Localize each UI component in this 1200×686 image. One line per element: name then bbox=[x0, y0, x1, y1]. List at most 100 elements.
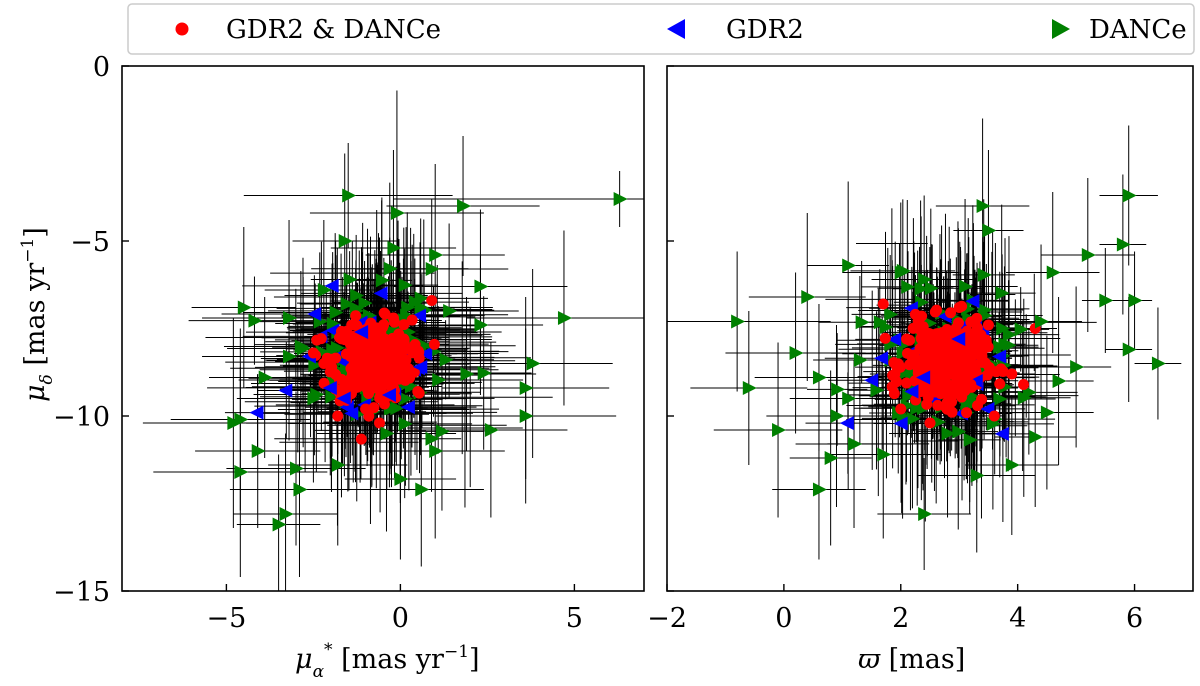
left-dance-point bbox=[325, 389, 340, 404]
left-xlabel: μα* [mas yr−1] bbox=[295, 640, 480, 682]
right-gdr2-dance-point bbox=[901, 333, 913, 345]
left-gdr2-dance-point bbox=[374, 392, 386, 404]
right-gdr2-dance-point bbox=[965, 379, 977, 390]
right-dance-point bbox=[853, 353, 868, 367]
right-dance-point bbox=[830, 409, 845, 423]
right-dance-point bbox=[870, 383, 885, 398]
right-dance-point bbox=[1014, 322, 1029, 337]
left-gdr2-point bbox=[322, 381, 337, 395]
right-xtick-label: 2 bbox=[892, 603, 909, 634]
right-gdr2-dance-point bbox=[879, 332, 891, 344]
right-dance-point bbox=[993, 392, 1008, 407]
left-gdr2-dance-point bbox=[393, 373, 405, 385]
left-dance-point bbox=[519, 381, 534, 395]
right-gdr2-dance-point bbox=[972, 400, 984, 412]
right-gdr2-dance-point bbox=[889, 368, 901, 380]
right-gdr2-dance-point bbox=[988, 410, 1000, 422]
right-gdr2-dance-point bbox=[1006, 368, 1018, 380]
left-dance-point bbox=[283, 349, 298, 364]
left-ylabel-text: μδ [mas yr−1] bbox=[18, 227, 57, 402]
right-dance-point bbox=[902, 388, 917, 403]
left-gdr2-point bbox=[344, 406, 359, 421]
right-dance-point bbox=[742, 381, 757, 395]
left-dance-point bbox=[399, 391, 414, 406]
left-gdr2-dance-point bbox=[378, 319, 390, 331]
right-dance-point bbox=[1046, 265, 1061, 280]
legend-label-gdr2: GDR2 bbox=[726, 15, 804, 45]
left-dance-point bbox=[414, 291, 429, 306]
left-gdr2-dance-point bbox=[355, 433, 367, 445]
left-dance-point bbox=[258, 370, 273, 385]
right-gdr2-dance-point bbox=[945, 307, 957, 319]
right-gdr2-dance-point bbox=[950, 322, 962, 334]
left-ylabel: μδ [mas yr−1] bbox=[18, 227, 57, 402]
left-gdr2-dance-point bbox=[412, 386, 424, 397]
right-dance-point bbox=[924, 281, 939, 296]
left-dance-point bbox=[383, 261, 398, 276]
right-xtick-label: 6 bbox=[1126, 603, 1143, 634]
left-gdr2-dance-point bbox=[318, 358, 330, 369]
left-gdr2-dance-point bbox=[346, 319, 358, 331]
right-points bbox=[731, 188, 1166, 521]
right-gdr2-dance-point bbox=[877, 298, 889, 310]
right-dance-point bbox=[977, 267, 992, 282]
right-dance-point bbox=[959, 279, 974, 294]
left-dance-point bbox=[317, 283, 332, 297]
left-dance-point bbox=[350, 288, 365, 303]
left-dance-point bbox=[234, 412, 249, 427]
right-gdr2-dance-point bbox=[919, 356, 931, 368]
right-dance-point bbox=[1035, 314, 1050, 329]
right-dance-point bbox=[1099, 293, 1114, 308]
right-dance-point bbox=[918, 272, 933, 287]
right-gdr2-point bbox=[916, 370, 931, 385]
left-gdr2-dance-point bbox=[368, 328, 380, 340]
left-dance-point bbox=[439, 352, 454, 367]
left-dance-point bbox=[330, 340, 345, 355]
right-gdr2-point bbox=[965, 294, 980, 309]
left-gdr2-dance-point bbox=[350, 353, 362, 365]
left-gdr2-point bbox=[418, 346, 433, 361]
right-dance-point bbox=[789, 346, 804, 360]
left-gdr2-point bbox=[412, 308, 427, 323]
right-gdr2-dance-point bbox=[960, 407, 972, 419]
left-xtick-label: 5 bbox=[566, 603, 583, 634]
right-dance-point bbox=[1122, 342, 1137, 357]
right-dance-point bbox=[1002, 327, 1017, 342]
right-gdr2-point bbox=[951, 332, 966, 346]
right-dance-point bbox=[906, 411, 921, 426]
left-gdr2-point bbox=[336, 391, 351, 406]
left-gdr2-dance-point bbox=[428, 338, 440, 350]
right-dance-point bbox=[995, 286, 1010, 301]
left-dance-point bbox=[401, 300, 416, 315]
right-dance-point bbox=[1029, 430, 1044, 444]
legend-marker-gdr2-dance bbox=[175, 22, 189, 36]
left-gdr2-point bbox=[278, 383, 293, 398]
left-gdr2-dance-point bbox=[387, 332, 399, 344]
left-dance-point bbox=[251, 444, 266, 458]
right-axes-frame bbox=[666, 65, 1194, 592]
right-gdr2-dance-point bbox=[914, 343, 926, 355]
left-gdr2-dance-point bbox=[353, 340, 365, 352]
left-dance-point bbox=[457, 199, 472, 213]
left-gdr2-point bbox=[381, 388, 396, 402]
left-dance-point bbox=[435, 424, 450, 439]
left-ytick-label: −5 bbox=[70, 227, 110, 258]
right-gdr2-dance-point bbox=[981, 369, 993, 381]
left-dance-point bbox=[331, 458, 346, 472]
right-gdr2-point bbox=[874, 351, 889, 366]
left-gdr2-dance-point bbox=[426, 295, 438, 306]
left-gdr2-dance-point bbox=[350, 363, 362, 375]
right-gdr2-dance-point bbox=[990, 366, 1002, 378]
left-dance-point bbox=[296, 341, 311, 356]
left-dance-point bbox=[358, 296, 373, 311]
right-dance-point bbox=[978, 302, 993, 317]
right-xtick-label: 0 bbox=[775, 603, 792, 634]
right-dance-point bbox=[963, 432, 978, 447]
left-dance-point bbox=[343, 272, 358, 287]
right-xlabel: ϖ [mas] bbox=[858, 644, 965, 675]
right-gdr2-dance-point bbox=[915, 332, 927, 344]
left-axes-frame bbox=[121, 65, 645, 592]
left-dance-point bbox=[329, 305, 344, 320]
left-dance-point bbox=[279, 507, 294, 521]
left-gdr2-point bbox=[354, 325, 369, 339]
